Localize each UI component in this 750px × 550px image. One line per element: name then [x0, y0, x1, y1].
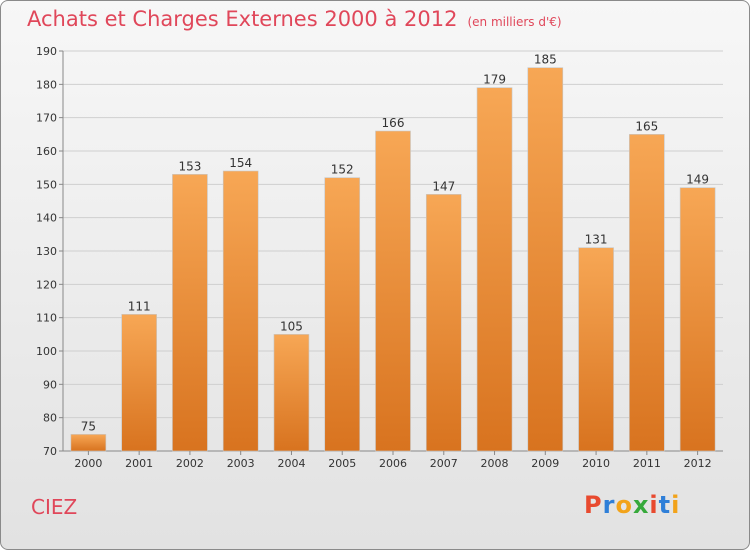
chart-title-text: Achats et Charges Externes 2000 à 2012 [27, 7, 458, 31]
y-tick-label: 100 [36, 345, 57, 358]
bar [375, 130, 411, 452]
data-label: 131 [585, 233, 608, 247]
bar [172, 174, 208, 452]
data-label: 165 [635, 119, 658, 133]
y-tick-label: 90 [43, 378, 57, 391]
commune-name: CIEZ [31, 495, 78, 519]
x-tick-label: 2012 [684, 457, 712, 470]
x-tick-label: 2009 [531, 457, 559, 470]
logo-letter: t [658, 491, 672, 519]
x-tick-label: 2011 [633, 457, 661, 470]
y-tick-label: 160 [36, 145, 57, 158]
y-tick-label: 170 [36, 112, 57, 125]
bar [476, 87, 513, 452]
x-tick-label: 2002 [176, 457, 204, 470]
x-tick-label: 2006 [379, 457, 407, 470]
logo-letter: r [602, 491, 616, 519]
logo-letter: x [632, 491, 650, 519]
y-tick-label: 150 [36, 178, 57, 191]
data-label: 166 [382, 116, 405, 130]
bar [629, 134, 665, 452]
x-tick-label: 2000 [74, 457, 102, 470]
x-tick-label: 2003 [227, 457, 255, 470]
x-tick-label: 2004 [277, 457, 305, 470]
bar [324, 177, 361, 452]
y-tick-label: 140 [36, 212, 57, 225]
bar [425, 194, 462, 452]
y-tick-label: 180 [36, 78, 57, 91]
data-label: 179 [483, 73, 506, 87]
x-tick-label: 2007 [430, 457, 458, 470]
bar [273, 334, 310, 452]
data-label: 185 [534, 53, 557, 67]
data-label: 75 [81, 419, 96, 433]
chart-subtitle: (en milliers d'€) [467, 15, 562, 29]
data-label: 154 [229, 156, 252, 170]
logo-letter: o [615, 491, 633, 519]
bar [578, 247, 614, 452]
y-tick-label: 190 [36, 45, 57, 58]
y-tick-label: 120 [36, 278, 57, 291]
bar [70, 434, 107, 452]
data-label: 153 [178, 159, 201, 173]
data-label: 152 [331, 163, 354, 177]
y-tick-label: 80 [43, 412, 57, 425]
logo-letter: i [671, 491, 681, 519]
x-tick-label: 2001 [125, 457, 153, 470]
proxiti-logo[interactable]: Proxiti [584, 491, 680, 519]
y-tick-label: 110 [36, 312, 57, 325]
logo-letter: P [584, 491, 603, 519]
bar [222, 170, 259, 452]
x-tick-label: 2005 [328, 457, 356, 470]
bar [527, 67, 564, 452]
data-label: 147 [432, 179, 455, 193]
data-label: 105 [280, 319, 303, 333]
bar [679, 187, 716, 452]
chart-title: Achats et Charges Externes 2000 à 2012 (e… [27, 7, 562, 31]
y-tick-label: 70 [43, 445, 57, 458]
data-label: 111 [128, 299, 151, 313]
x-tick-label: 2008 [481, 457, 509, 470]
logo-letter: i [649, 491, 659, 519]
bar [121, 314, 157, 452]
x-tick-label: 2010 [582, 457, 610, 470]
y-tick-label: 130 [36, 245, 57, 258]
data-label: 149 [686, 173, 709, 187]
